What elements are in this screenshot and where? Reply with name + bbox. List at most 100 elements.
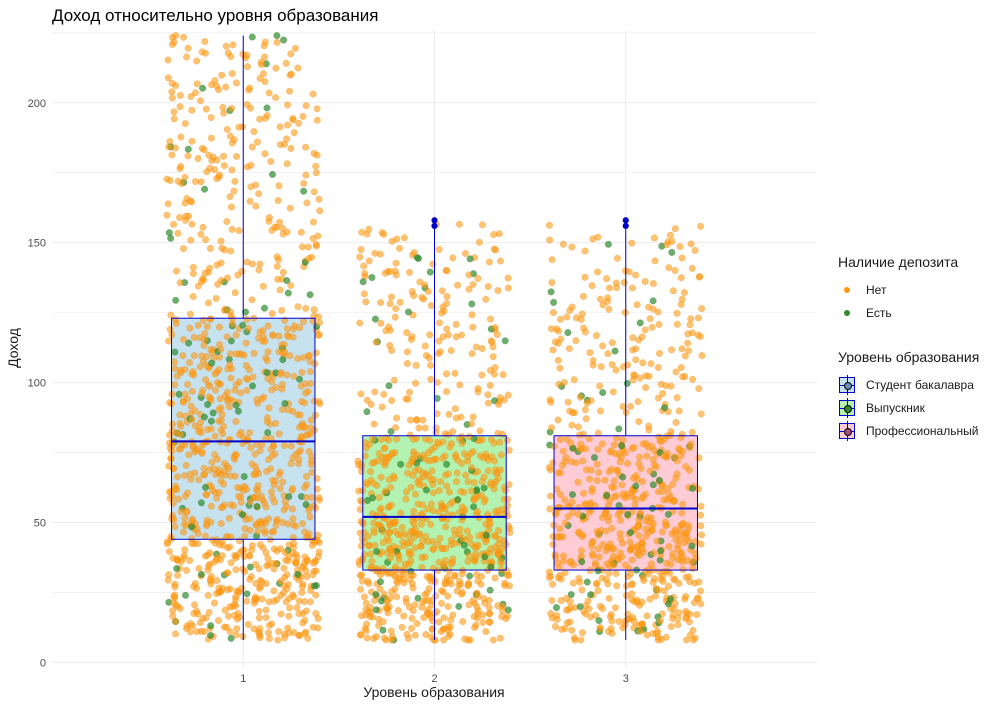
point-deposit-no (276, 218, 284, 226)
point-deposit-no (597, 526, 605, 534)
point-deposit-no (211, 370, 219, 378)
point-deposit-no (408, 287, 416, 296)
point-deposit-no (234, 484, 242, 492)
point-deposit-no (629, 614, 637, 622)
point-deposit-no (206, 264, 214, 272)
point-deposit-no (217, 519, 225, 528)
point-deposit-no (217, 477, 225, 485)
point-deposit-no (309, 90, 317, 98)
point-deposit-no (419, 598, 427, 606)
point-deposit-no (632, 472, 640, 480)
point-deposit-no (698, 352, 706, 360)
point-deposit-no (465, 285, 473, 293)
point-deposit-no (290, 129, 298, 137)
point-deposit-no (261, 337, 269, 345)
point-deposit-no (440, 307, 448, 315)
point-deposit-no (613, 254, 621, 262)
point-deposit-no (633, 596, 641, 604)
point-deposit-no (198, 448, 206, 456)
point-deposit-no (588, 539, 596, 547)
point-deposit-no (642, 532, 650, 540)
point-deposit-yes (587, 591, 595, 599)
point-deposit-no (284, 624, 292, 632)
point-deposit-no (407, 624, 416, 632)
point-deposit-no (279, 349, 287, 357)
point-deposit-no (672, 474, 680, 482)
point-deposit-no (468, 420, 476, 428)
point-deposit-yes (595, 617, 603, 625)
point-deposit-no (366, 603, 375, 612)
x-tick-label: 3 (623, 673, 629, 685)
point-deposit-no (546, 236, 554, 244)
point-deposit-no (235, 492, 243, 500)
point-deposit-no (303, 481, 311, 489)
point-deposit-no (585, 435, 593, 443)
point-deposit-no (170, 115, 178, 123)
point-deposit-no (629, 346, 637, 354)
point-deposit-no (418, 537, 427, 545)
point-deposit-no (665, 543, 673, 551)
point-deposit-no (501, 579, 509, 587)
point-deposit-no (646, 315, 654, 323)
point-deposit-no (436, 348, 444, 356)
point-deposit-no (275, 182, 283, 190)
point-deposit-no (212, 294, 220, 303)
point-deposit-no (174, 229, 182, 237)
point-deposit-no (569, 579, 577, 587)
point-deposit-no (244, 324, 252, 333)
point-deposit-no (223, 388, 232, 396)
point-deposit-no (548, 279, 556, 287)
point-deposit-no (188, 415, 196, 424)
point-deposit-no (546, 505, 554, 513)
point-deposit-no (594, 445, 602, 453)
point-deposit-no (211, 76, 219, 85)
point-deposit-no (248, 260, 257, 268)
point-deposit-no (613, 284, 621, 292)
point-deposit-no (394, 607, 402, 615)
point-deposit-no (181, 120, 189, 128)
point-deposit-no (676, 243, 684, 251)
point-deposit-no (223, 623, 231, 631)
point-deposit-no (232, 566, 240, 574)
point-deposit-no (391, 572, 399, 580)
point-deposit-no (382, 603, 390, 611)
point-deposit-no (289, 533, 297, 542)
point-deposit-no (697, 410, 705, 418)
point-deposit-no (198, 144, 206, 152)
point-deposit-no (198, 48, 206, 56)
point-deposit-no (409, 527, 417, 535)
point-deposit-no (203, 522, 211, 530)
point-deposit-no (438, 545, 446, 553)
point-deposit-no (658, 528, 666, 536)
point-deposit-no (226, 585, 234, 593)
point-deposit-no (405, 603, 413, 611)
point-deposit-no (301, 380, 309, 388)
point-deposit-no (197, 230, 205, 238)
point-deposit-no (264, 629, 273, 637)
point-deposit-no (679, 519, 687, 527)
point-deposit-no (423, 573, 431, 581)
point-deposit-no (235, 537, 243, 545)
point-deposit-no (298, 243, 306, 251)
point-deposit-no (484, 467, 492, 475)
point-deposit-no (649, 305, 657, 313)
point-deposit-no (243, 315, 251, 323)
point-deposit-no (605, 513, 613, 521)
legend-item-professional: Профессиональный (838, 419, 979, 442)
point-deposit-no (262, 614, 270, 622)
point-deposit-yes (246, 563, 254, 571)
point-deposit-no (399, 538, 407, 546)
legend-item-no: Нет (838, 278, 958, 301)
point-deposit-no (215, 86, 223, 94)
point-deposit-no (575, 431, 584, 439)
point-deposit-no (432, 592, 440, 600)
point-deposit-yes (206, 631, 215, 639)
legend-key-no (838, 281, 856, 299)
point-deposit-no (424, 472, 432, 480)
point-deposit-no (268, 310, 276, 318)
point-deposit-no (671, 599, 679, 607)
point-deposit-no (688, 264, 696, 272)
point-deposit-no (484, 456, 492, 464)
point-deposit-no (678, 345, 686, 353)
point-deposit-no (387, 627, 395, 635)
